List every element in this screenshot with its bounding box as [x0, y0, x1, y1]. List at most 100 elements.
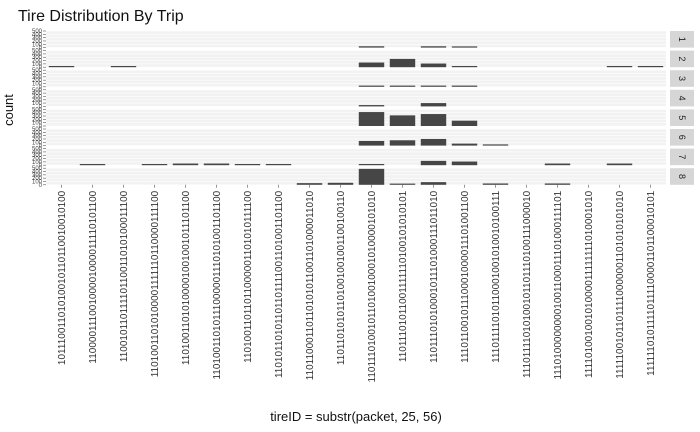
panel-background	[46, 109, 666, 126]
x-tick-label: 11001011011110110011010100011100	[119, 190, 130, 362]
chart-title: Tire Distribution By Trip	[18, 8, 184, 25]
y-tick-label: 400	[32, 72, 43, 78]
facet-strip	[670, 109, 694, 126]
facet-strip	[670, 168, 694, 185]
y-tick-label: 300	[32, 173, 43, 179]
bar	[172, 163, 199, 166]
x-tick-label: 10111001101010010110110010010100	[57, 190, 68, 365]
bar	[420, 182, 447, 185]
bar	[420, 138, 447, 146]
y-tick-label: 0	[39, 183, 43, 189]
y-tick-label: 100	[32, 42, 43, 48]
x-tick-label: 11010011011011000001101010111100	[243, 190, 254, 362]
y-axis-title: count	[1, 94, 16, 126]
y-tick-label: 100	[32, 121, 43, 127]
x-tick-label: 11011000110110101011001101000011010	[305, 190, 316, 380]
x-tick-label: 11011101001011010010001010000101010	[367, 190, 378, 382]
y-tick-label: 300	[32, 94, 43, 100]
y-tick-label: 400	[32, 150, 43, 156]
bar	[637, 66, 664, 68]
y-tick-label: 300	[32, 114, 43, 120]
facet-panels: 0100200300400500101002003004005002010020…	[32, 29, 694, 189]
y-tick-label: 400	[32, 52, 43, 58]
y-tick-label: 100	[32, 101, 43, 107]
y-tick-label: 300	[32, 153, 43, 159]
bar	[203, 163, 230, 166]
y-tick-label: 0	[39, 124, 43, 130]
x-tick-label: 11010110101101101111001101001101100	[274, 190, 285, 378]
bar	[420, 114, 447, 126]
bar	[451, 161, 478, 166]
bar	[327, 182, 354, 185]
panel-background	[46, 129, 666, 146]
y-tick-label: 200	[32, 98, 43, 104]
y-tick-label: 500	[32, 29, 43, 35]
bar	[451, 66, 478, 68]
y-tick-label: 300	[32, 36, 43, 42]
bar	[389, 183, 416, 185]
x-tick-label: 11010011010111000001110101001101100	[212, 190, 223, 379]
facet-strip-label: 7	[677, 154, 687, 159]
y-tick-label: 500	[32, 166, 43, 172]
bar	[358, 46, 385, 48]
y-tick-label: 200	[32, 137, 43, 143]
x-tick-label: 11010011010100001001001011101100	[181, 190, 192, 365]
x-tick-label: 11101100101110001000011101001100	[460, 190, 471, 362]
x-tick-label: 11011101011001111110100101010101	[398, 190, 409, 362]
y-tick-label: 200	[32, 59, 43, 65]
facet-strip	[670, 129, 694, 146]
y-tick-label: 300	[32, 134, 43, 140]
y-tick-label: 200	[32, 39, 43, 45]
bar	[358, 164, 385, 166]
x-tick-label: 11011010101101001001001100100110	[336, 190, 347, 365]
x-tick-label: 11010011010100001111110110000111100	[150, 190, 161, 377]
bar	[606, 163, 633, 166]
bar	[389, 140, 416, 146]
facet-strip	[670, 31, 694, 48]
bar	[451, 85, 478, 87]
bar	[79, 164, 106, 166]
bar	[358, 105, 385, 107]
bar	[420, 63, 447, 68]
y-tick-label: 200	[32, 78, 43, 84]
facet-strip-label: 5	[677, 115, 687, 120]
y-tick-label: 500	[32, 107, 43, 113]
bar	[389, 58, 416, 68]
bar	[48, 66, 75, 68]
y-tick-label: 100	[32, 81, 43, 87]
y-tick-label: 500	[32, 88, 43, 94]
facet-strip	[670, 148, 694, 166]
y-tick-label: 400	[32, 91, 43, 97]
x-tick-label: 11111101011110111100001101100010101	[646, 190, 657, 375]
y-tick-label: 500	[32, 127, 43, 133]
y-tick-label: 0	[39, 46, 43, 52]
panel-background	[46, 168, 666, 185]
bar	[420, 160, 447, 166]
bar	[389, 115, 416, 126]
x-tick-label: 11110100100101000011111111010001010	[584, 190, 595, 378]
facet-strip-label: 6	[677, 135, 687, 140]
x-tick-label: 11011101010001011101000111011010	[429, 190, 440, 362]
bar	[544, 163, 571, 166]
bar	[389, 85, 416, 87]
x-tick-label: 11111001011011110000001101010101010	[615, 190, 626, 378]
facet-strip-label: 1	[677, 37, 687, 42]
y-tick-label: 0	[39, 104, 43, 110]
bar	[296, 183, 323, 185]
x-tick-labels: 10111001101010010110110010010100 11000011…	[57, 184, 657, 382]
y-tick-label: 0	[39, 85, 43, 91]
x-axis-title: tireID = substr(packet, 25, 56)	[270, 409, 442, 424]
bar	[451, 120, 478, 126]
y-tick-label: 100	[32, 179, 43, 185]
facet-strip	[670, 89, 694, 107]
x-tick-label: 11000011100100001000011110101100	[88, 190, 99, 363]
y-tick-label: 400	[32, 130, 43, 136]
y-tick-label: 200	[32, 157, 43, 163]
panel-background	[46, 31, 666, 48]
